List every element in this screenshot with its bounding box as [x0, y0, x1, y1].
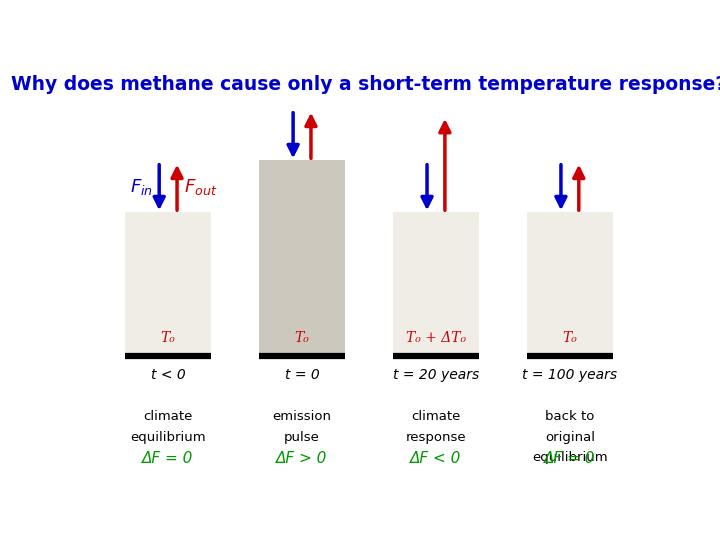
Text: ΔF = 0: ΔF = 0 — [544, 451, 595, 466]
Text: t = 100 years: t = 100 years — [522, 368, 618, 382]
Text: $\mathit{F}_{\mathit{out}}$: $\mathit{F}_{\mathit{out}}$ — [184, 178, 217, 198]
Text: original: original — [545, 431, 595, 444]
Bar — [258, 160, 346, 356]
Text: emission: emission — [273, 410, 331, 423]
Text: T₀: T₀ — [161, 332, 176, 346]
Text: t = 20 years: t = 20 years — [393, 368, 479, 382]
Text: climate: climate — [143, 410, 193, 423]
Text: equilibrium: equilibrium — [532, 451, 608, 464]
Text: t = 0: t = 0 — [284, 368, 320, 382]
Text: T₀ + ΔT₀: T₀ + ΔT₀ — [406, 332, 466, 346]
Text: back to: back to — [545, 410, 595, 423]
Text: T₀: T₀ — [294, 332, 310, 346]
Bar — [526, 212, 613, 356]
Text: ΔF < 0: ΔF < 0 — [410, 451, 462, 466]
Text: ΔF > 0: ΔF > 0 — [276, 451, 328, 466]
Text: $\mathit{F}_{\mathit{in}}$: $\mathit{F}_{\mathit{in}}$ — [130, 178, 153, 198]
Text: response: response — [405, 431, 467, 444]
Text: climate: climate — [411, 410, 461, 423]
Bar — [125, 212, 212, 356]
Text: t < 0: t < 0 — [150, 368, 186, 382]
Text: ΔF = 0: ΔF = 0 — [143, 451, 194, 466]
Text: T₀: T₀ — [562, 332, 577, 346]
Text: equilibrium: equilibrium — [130, 431, 206, 444]
Bar — [392, 212, 480, 356]
Text: pulse: pulse — [284, 431, 320, 444]
Text: Why does methane cause only a short-term temperature response?: Why does methane cause only a short-term… — [12, 75, 720, 94]
